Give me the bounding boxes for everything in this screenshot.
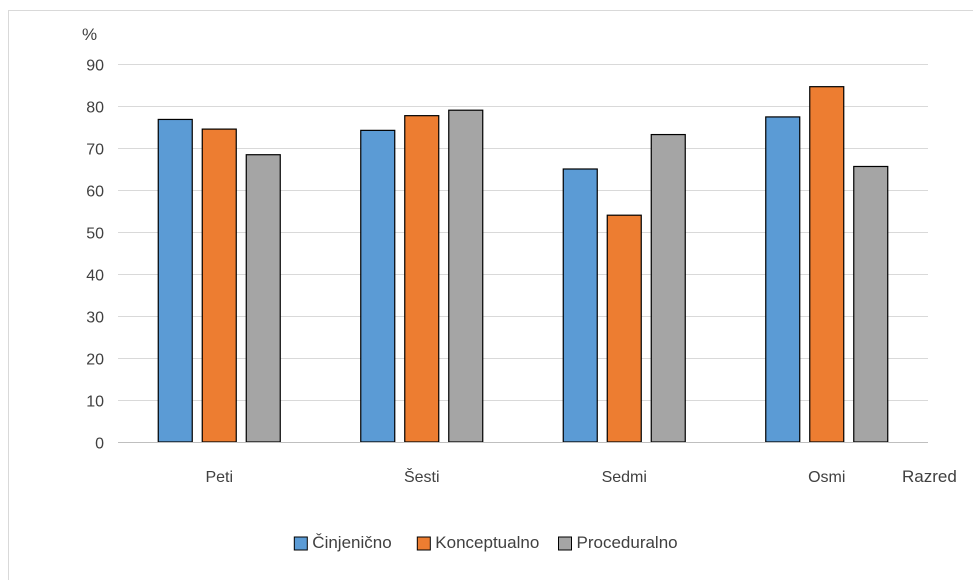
- y-tick-label: 90: [86, 58, 104, 75]
- bar-sedmi-0: [562, 168, 598, 443]
- bar-peti-1: [201, 128, 237, 443]
- y-tick-label: 70: [86, 142, 104, 159]
- bars: [157, 86, 889, 443]
- x-tick-label: Šesti: [404, 467, 440, 486]
- bar-sedmi-1: [606, 214, 642, 443]
- y-axis-tick-labels: 0 10 20 30 40 50 60 70 80 90: [86, 58, 104, 453]
- bar-osmi-0: [765, 116, 801, 443]
- y-tick-label: 30: [86, 310, 104, 327]
- y-tick-label: 60: [86, 184, 104, 201]
- legend-label: Činjenično: [312, 533, 391, 552]
- x-tick-label: Peti: [205, 469, 233, 486]
- legend: Činjenično Konceptualno Proceduralno: [293, 533, 678, 552]
- bar-šesti-0: [360, 129, 396, 443]
- bar-šesti-2: [448, 109, 484, 443]
- gridlines: [118, 64, 928, 401]
- x-axis-label: Razred: [902, 467, 957, 486]
- bar-peti-2: [245, 154, 281, 443]
- legend-label: Konceptualno: [435, 533, 539, 552]
- x-axis-category-labels: Peti Šesti Sedmi Osmi: [205, 467, 845, 486]
- bar-osmi-1: [809, 86, 845, 443]
- y-axis-label: %: [82, 25, 97, 44]
- legend-swatch: [293, 536, 308, 551]
- bar-sedmi-2: [650, 133, 686, 443]
- legend-label: Proceduralno: [577, 533, 678, 552]
- legend-swatch: [558, 536, 572, 551]
- bar-peti-0: [157, 118, 193, 443]
- bar-osmi-2: [853, 165, 889, 443]
- y-tick-label: 50: [86, 226, 104, 243]
- y-tick-label: 0: [95, 436, 104, 453]
- x-tick-label: Osmi: [808, 469, 845, 486]
- x-tick-label: Sedmi: [602, 469, 647, 486]
- y-tick-label: 40: [86, 268, 104, 285]
- y-tick-label: 10: [86, 394, 104, 411]
- legend-swatch: [416, 536, 431, 551]
- bar-šesti-1: [404, 115, 440, 443]
- y-tick-label: 20: [86, 352, 104, 369]
- chart-border: [8, 10, 973, 580]
- y-tick-label: 80: [86, 100, 104, 117]
